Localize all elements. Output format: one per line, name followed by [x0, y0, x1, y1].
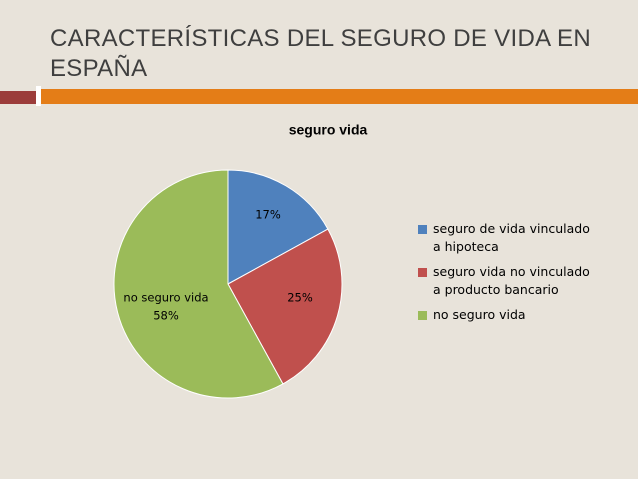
legend: seguro de vida vinculado a hipoteca segur…	[418, 220, 598, 331]
data-label: 58%	[153, 309, 179, 323]
pie-slice	[227, 228, 343, 385]
pie-slice	[113, 169, 284, 399]
data-label: 17%	[255, 208, 281, 222]
data-label-category: no seguro vida	[123, 291, 208, 305]
legend-label: seguro de vida vinculado a hipoteca	[433, 221, 590, 254]
legend-label: seguro vida no vinculado a producto banc…	[433, 264, 590, 297]
legend-item: seguro de vida vinculado a hipoteca	[418, 220, 598, 256]
chart-title: seguro vida	[289, 122, 368, 138]
pie-slice	[227, 169, 329, 285]
accent-bar	[0, 91, 36, 104]
legend-swatch	[418, 268, 427, 277]
legend-swatch	[418, 225, 427, 234]
accent-gap	[36, 86, 41, 106]
legend-item: seguro vida no vinculado a producto banc…	[418, 263, 598, 299]
header-bar	[41, 89, 638, 104]
slide-title: CARACTERÍSTICAS DEL SEGURO DE VIDA EN ES…	[50, 25, 591, 82]
data-label: 25%	[287, 291, 313, 305]
legend-swatch	[418, 311, 427, 320]
legend-item: no seguro vida	[418, 306, 598, 324]
legend-label: no seguro vida	[433, 307, 526, 322]
